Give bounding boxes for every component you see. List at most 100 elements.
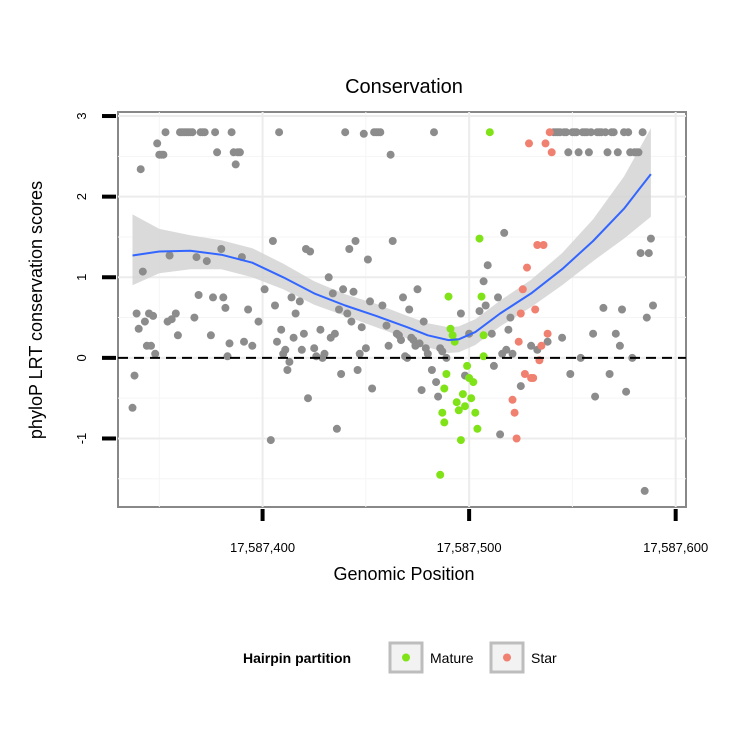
point-other-57 xyxy=(266,436,275,445)
point-other-188 xyxy=(618,305,626,314)
point-other-88 xyxy=(341,128,350,137)
point-other-203 xyxy=(649,301,657,310)
point-other-5 xyxy=(138,267,147,276)
point-mature-10 xyxy=(454,406,463,415)
point-other-66 xyxy=(287,293,296,302)
point-other-85 xyxy=(335,305,343,314)
point-other-35 xyxy=(202,257,211,266)
point-other-130 xyxy=(434,392,443,401)
point-star-11 xyxy=(531,305,540,314)
point-other-51 xyxy=(240,337,248,346)
point-other-84 xyxy=(332,424,341,433)
point-other-9 xyxy=(147,341,155,350)
point-other-82 xyxy=(328,289,337,298)
legend-title: Hairpin partition xyxy=(243,650,351,666)
point-other-126 xyxy=(423,349,432,358)
point-other-114 xyxy=(399,293,407,302)
point-other-117 xyxy=(405,305,414,314)
x-tick-label-2: 17,587,600 xyxy=(643,540,708,555)
point-other-201 xyxy=(644,249,653,258)
point-other-93 xyxy=(351,237,360,245)
point-mature-23 xyxy=(479,352,488,361)
y-tick-label-4: 3 xyxy=(74,112,89,119)
point-other-108 xyxy=(384,341,393,350)
point-other-150 xyxy=(508,349,517,358)
x-tick-label-0: 17,587,400 xyxy=(230,540,295,555)
point-other-67 xyxy=(289,333,298,342)
point-other-68 xyxy=(291,309,300,318)
point-other-4 xyxy=(136,165,145,174)
point-other-180 xyxy=(601,128,610,137)
point-other-47 xyxy=(231,160,240,169)
point-other-134 xyxy=(456,309,465,318)
point-other-11 xyxy=(151,349,160,358)
x-tick-label-1: 17,587,500 xyxy=(437,540,502,555)
point-other-98 xyxy=(361,344,370,353)
point-other-30 xyxy=(192,253,201,262)
point-other-74 xyxy=(306,247,315,256)
point-other-43 xyxy=(223,352,232,361)
point-other-110 xyxy=(388,237,397,245)
legend-swatch-mature xyxy=(402,653,410,662)
point-other-174 xyxy=(589,329,598,338)
point-star-4 xyxy=(516,309,525,318)
point-other-40 xyxy=(217,245,226,253)
point-other-167 xyxy=(574,148,583,157)
point-other-184 xyxy=(609,128,618,137)
point-other-196 xyxy=(634,148,643,157)
point-other-138 xyxy=(479,277,488,286)
legend: Hairpin partition Mature Star xyxy=(243,641,557,674)
point-mature-12 xyxy=(458,390,467,399)
point-other-2 xyxy=(132,309,141,318)
point-other-70 xyxy=(297,345,306,354)
x-axis: 17,587,400 17,587,500 17,587,600 xyxy=(230,509,708,555)
point-star-12 xyxy=(533,241,542,249)
point-mature-20 xyxy=(475,234,484,243)
y-tick-label-0: -1 xyxy=(74,433,89,445)
point-other-41 xyxy=(219,293,228,302)
point-mature-22 xyxy=(479,331,488,340)
point-other-52 xyxy=(244,305,253,314)
point-mature-14 xyxy=(463,361,472,370)
point-other-96 xyxy=(357,323,366,332)
point-other-141 xyxy=(487,329,496,338)
point-other-28 xyxy=(188,128,197,137)
legend-swatch-star xyxy=(503,653,511,662)
point-other-77 xyxy=(316,325,325,334)
point-mature-9 xyxy=(452,398,461,407)
point-other-197 xyxy=(636,249,645,258)
point-star-14 xyxy=(537,341,546,350)
point-star-5 xyxy=(518,285,527,294)
point-other-147 xyxy=(502,345,511,354)
point-other-29 xyxy=(190,313,199,322)
point-other-198 xyxy=(638,128,647,137)
point-other-200 xyxy=(642,313,651,322)
point-other-149 xyxy=(506,313,515,322)
point-star-1 xyxy=(510,408,519,417)
point-other-105 xyxy=(376,128,385,137)
point-other-20 xyxy=(171,309,180,318)
point-mature-19 xyxy=(473,424,482,433)
point-star-18 xyxy=(545,128,554,137)
point-other-173 xyxy=(587,128,595,137)
point-other-122 xyxy=(415,339,424,348)
point-mature-5 xyxy=(440,384,449,393)
point-other-142 xyxy=(489,361,498,370)
point-mature-0 xyxy=(444,292,453,301)
legend-label-mature: Mature xyxy=(430,650,474,666)
point-other-186 xyxy=(613,148,622,157)
point-other-101 xyxy=(368,384,377,393)
point-other-137 xyxy=(475,307,484,316)
point-other-10 xyxy=(149,311,158,320)
point-other-109 xyxy=(386,150,395,159)
point-star-10 xyxy=(529,374,538,382)
y-tick-label-1: 0 xyxy=(74,354,89,361)
point-other-36 xyxy=(206,331,215,340)
y-tick-label-3: 2 xyxy=(74,193,89,200)
point-other-73 xyxy=(304,394,312,403)
chart-title: Conservation xyxy=(345,76,463,98)
point-other-166 xyxy=(572,128,581,137)
point-other-18 xyxy=(165,251,174,260)
point-other-128 xyxy=(430,128,438,137)
point-other-139 xyxy=(481,301,490,310)
